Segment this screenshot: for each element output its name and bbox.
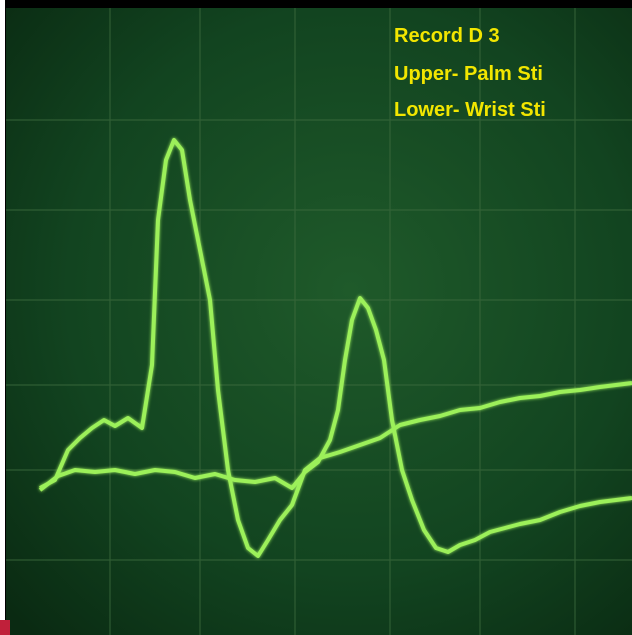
corner-mark xyxy=(0,620,10,635)
caption-line: Upper- Palm Sti xyxy=(394,63,543,85)
caption-line: Lower- Wrist Sti xyxy=(394,99,546,121)
caption-line: Record D 3 xyxy=(394,25,500,47)
oscilloscope-photo: Record D 3 Upper- Palm Sti Lower- Wrist … xyxy=(0,0,632,635)
left-edge xyxy=(0,0,5,635)
